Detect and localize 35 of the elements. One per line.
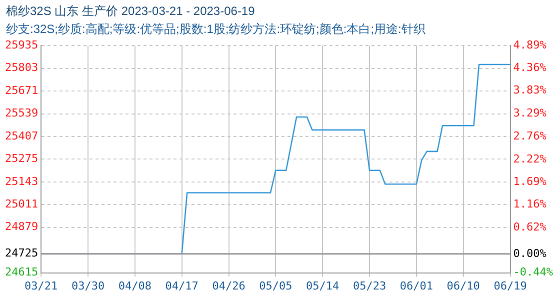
y2-tick-label: 4.89% bbox=[513, 38, 547, 52]
y2-tick-label: 0.62% bbox=[513, 220, 547, 234]
y-tick-label: 25671 bbox=[4, 84, 38, 97]
y2-tick-label: 1.69% bbox=[513, 174, 547, 188]
y2-tick-label: 3.29% bbox=[513, 106, 547, 120]
x-tick-label: 06/19 bbox=[494, 279, 527, 292]
y-tick-label: 25539 bbox=[4, 106, 38, 120]
x-tick-label: 05/23 bbox=[352, 279, 386, 292]
x-tick-label: 05/05 bbox=[259, 279, 292, 292]
x-tick-label: 04/08 bbox=[118, 279, 152, 292]
y2-tick-label: 2.22% bbox=[513, 152, 547, 166]
x-tick-label: 03/30 bbox=[71, 279, 105, 292]
x-tick-label: 04/17 bbox=[165, 279, 198, 292]
x-tick-label: 03/21 bbox=[24, 279, 58, 292]
y2-tick-label: 4.36% bbox=[513, 61, 547, 74]
y-tick-label: 24725 bbox=[4, 246, 38, 260]
y-tick-label: 25143 bbox=[4, 174, 38, 188]
x-tick-label: 06/10 bbox=[446, 279, 480, 292]
x-tick-label: 04/26 bbox=[212, 279, 246, 292]
y-tick-label: 24615 bbox=[4, 266, 38, 279]
x-tick-label: 05/14 bbox=[306, 279, 340, 292]
y-tick-label: 25803 bbox=[4, 61, 38, 74]
y2-tick-label: -0.44% bbox=[513, 266, 554, 279]
chart-title: 棉纱32S 山东 生产价 2023-03-21 - 2023-06-19 bbox=[6, 3, 255, 20]
y-tick-label: 25935 bbox=[4, 38, 38, 52]
x-tick-label: 06/01 bbox=[400, 279, 433, 292]
y-tick-label: 24879 bbox=[4, 220, 38, 234]
y-tick-label: 25011 bbox=[4, 198, 38, 210]
y2-tick-label: 1.16% bbox=[513, 197, 547, 210]
y-tick-label: 25275 bbox=[4, 152, 38, 166]
y2-tick-label: 2.76% bbox=[513, 129, 547, 142]
y2-tick-label: 3.83% bbox=[513, 84, 547, 97]
chart-subtitle: 纱支:32S;纱质:高配;等级:优等品;股数:1股;纺纱方法:环锭纺;颜色:本白;用途:针织 bbox=[6, 21, 426, 38]
y-tick-label: 25407 bbox=[4, 129, 38, 142]
y2-tick-label: 0.00% bbox=[513, 246, 547, 260]
